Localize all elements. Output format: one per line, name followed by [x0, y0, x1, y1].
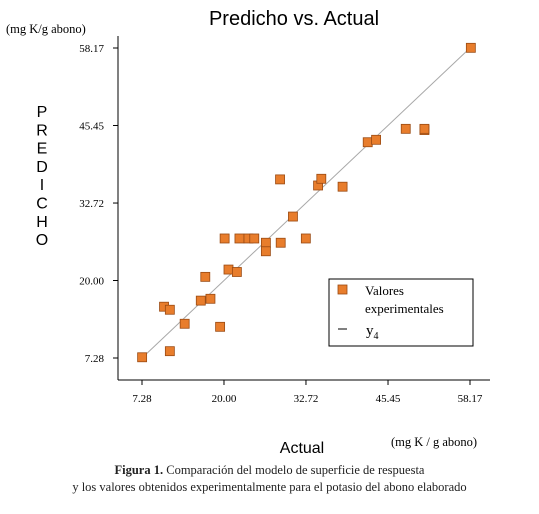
- data-point: [231, 267, 242, 277]
- data-point: [137, 352, 148, 363]
- data-point: [164, 346, 175, 357]
- x-tick-label: 7.28: [132, 393, 152, 405]
- legend-label-experimentales: experimentales: [365, 301, 444, 316]
- x-tick-label: 32.72: [294, 393, 319, 405]
- data-point: [337, 181, 348, 192]
- caption-text-1: Comparación del modelo de superficie de …: [166, 463, 425, 477]
- legend: Valores experimentales y4: [328, 278, 474, 347]
- data-point: [260, 246, 271, 257]
- y-axis-label-letter: E: [37, 141, 48, 158]
- x-units-label: (mg K / g abono): [391, 435, 477, 449]
- legend-label-valores: Valores: [365, 283, 404, 298]
- data-point: [200, 271, 211, 282]
- fit-line-y4: [141, 47, 471, 359]
- data-point: [215, 321, 226, 332]
- y-tick-label: 20.00: [79, 276, 104, 288]
- data-point: [164, 304, 175, 315]
- data-point: [219, 233, 230, 244]
- data-point: [234, 233, 245, 244]
- figure-caption: Figura 1. Comparación del modelo de supe…: [0, 462, 539, 496]
- data-point: [223, 264, 234, 275]
- y-axis-label-letter: I: [40, 177, 44, 194]
- data-point: [400, 123, 411, 134]
- y-axis-label-letter: O: [36, 232, 48, 249]
- x-axis-label: Actual: [280, 440, 324, 457]
- x-tick-label: 45.45: [376, 393, 401, 405]
- data-point: [275, 174, 285, 185]
- legend-label-y4: y4: [366, 323, 379, 342]
- y-tick-label: 45.45: [79, 120, 104, 132]
- y-axis-label-letter: H: [36, 214, 48, 231]
- y-tick-label: 7.28: [85, 353, 105, 365]
- data-point: [316, 173, 327, 184]
- data-point: [288, 211, 298, 222]
- data-point: [249, 233, 260, 244]
- x-tick-label: 20.00: [212, 393, 237, 405]
- data-point: [300, 233, 311, 244]
- legend-box: [328, 278, 474, 347]
- plot-area: 7.28 20.00 32.72 45.45 58.17 7.28 20.00 32.72 45…: [79, 36, 490, 405]
- x-tick-label: 58.17: [458, 393, 483, 405]
- y-axis-label-letter: C: [36, 196, 48, 213]
- data-point: [419, 123, 430, 134]
- data-point: [205, 293, 216, 304]
- data-point: [465, 42, 476, 53]
- caption-line-2: y los valores obtenidos experimentalment…: [72, 480, 467, 494]
- data-point: [260, 237, 271, 248]
- caption-label: Figura 1.: [114, 463, 164, 477]
- y-units-label: (mg K/g abono): [6, 22, 86, 36]
- y-tick-label: 32.72: [79, 198, 104, 210]
- data-point: [362, 137, 373, 148]
- caption-line-1: Figura 1. Comparación del modelo de supe…: [0, 462, 539, 479]
- chart-title: Predicho vs. Actual: [209, 8, 379, 30]
- data-point: [371, 134, 381, 145]
- y-axis-label-letter: D: [36, 159, 48, 176]
- y-axis-label-letter: R: [36, 122, 48, 139]
- data-point: [275, 237, 286, 248]
- data-point: [195, 295, 206, 306]
- y-axis-label-letter: P: [37, 104, 48, 121]
- y-tick-label: 58.17: [79, 43, 104, 55]
- data-point: [179, 318, 190, 329]
- legend-marker-square: [337, 284, 348, 295]
